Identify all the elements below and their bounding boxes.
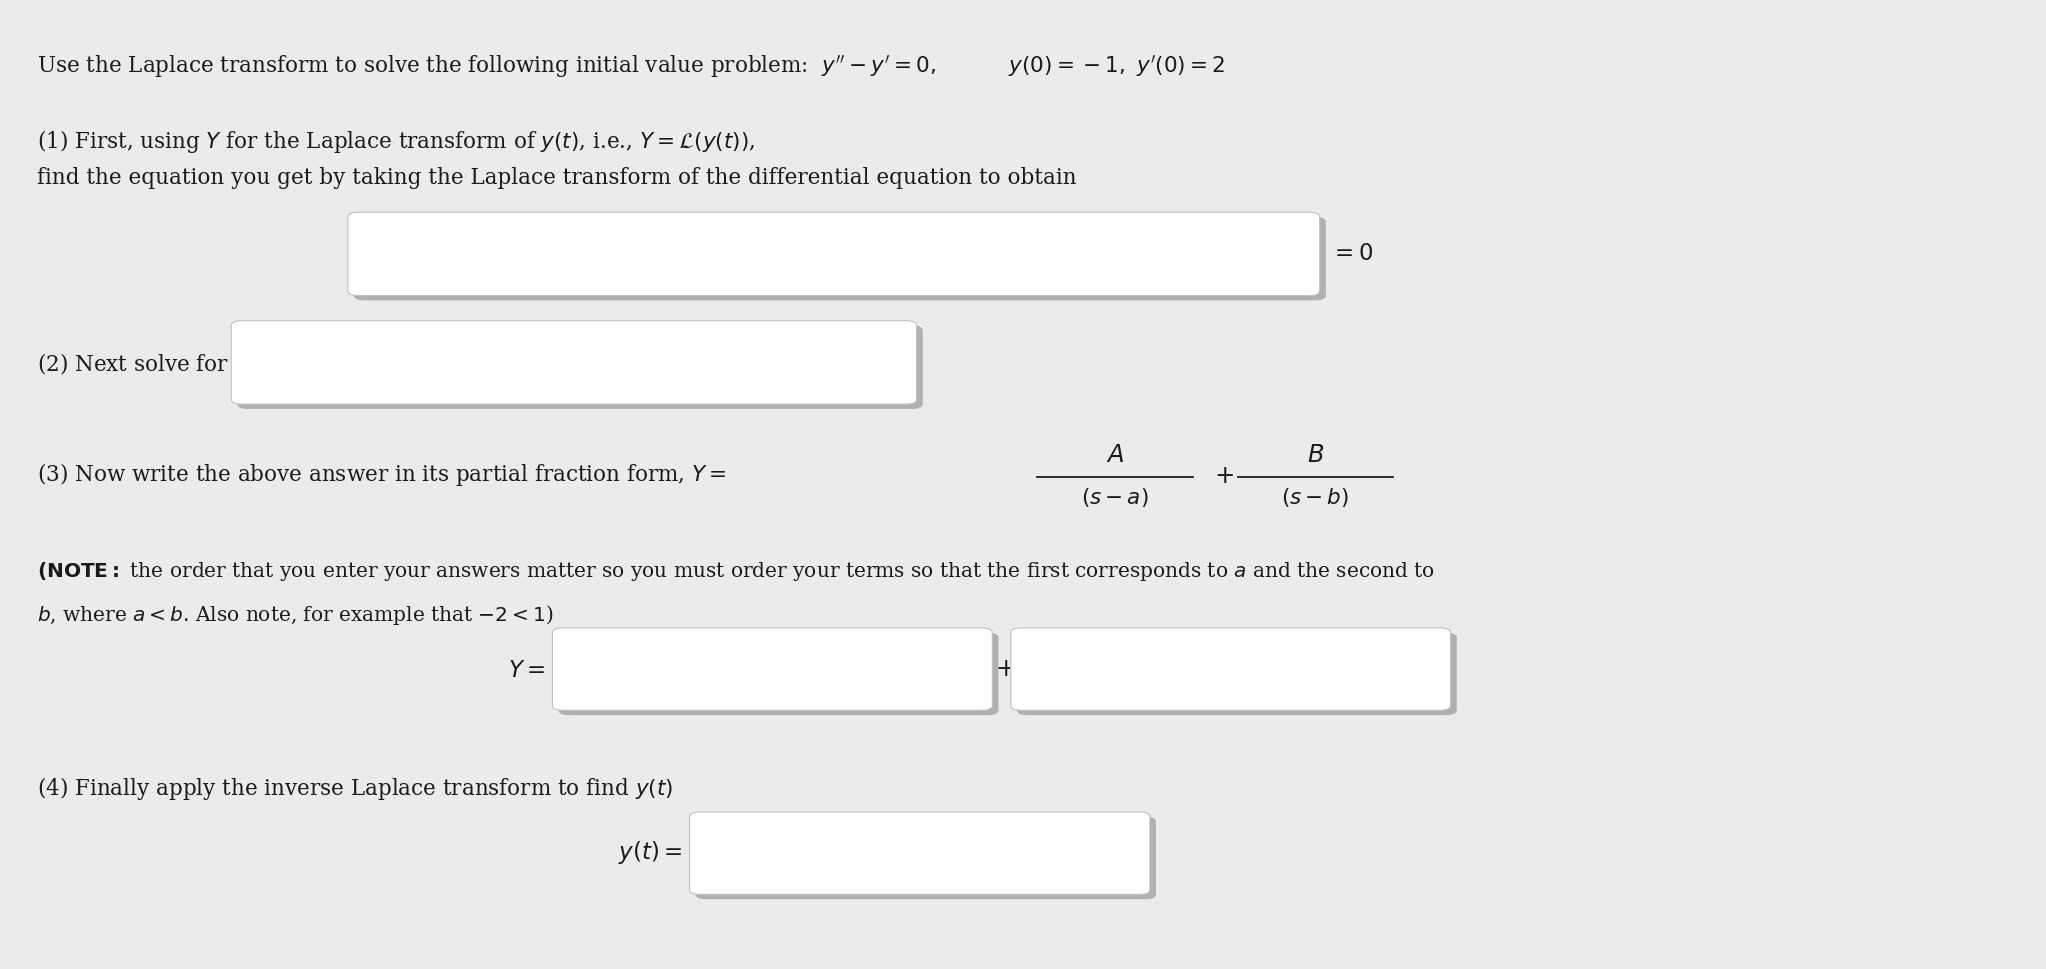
Text: $Y =$: $Y =$ <box>507 660 552 681</box>
Text: $(s-a)$: $(s-a)$ <box>1080 485 1150 509</box>
Text: $+$: $+$ <box>1213 465 1234 488</box>
Text: $= 0$: $= 0$ <box>1330 243 1373 265</box>
FancyBboxPatch shape <box>696 817 1156 899</box>
Text: $\mathbf{(NOTE:}$ the order that you enter your answers matter so you must order: $\mathbf{(NOTE:}$ the order that you ent… <box>37 560 1434 583</box>
Text: (3) Now write the above answer in its partial fraction form, $Y =$: (3) Now write the above answer in its pa… <box>37 461 732 488</box>
FancyBboxPatch shape <box>552 628 992 710</box>
Text: $A$: $A$ <box>1107 444 1123 467</box>
Text: $B$: $B$ <box>1307 444 1324 467</box>
FancyBboxPatch shape <box>690 812 1150 894</box>
Text: $+$: $+$ <box>994 658 1015 681</box>
Text: Use the Laplace transform to solve the following initial value problem:  $y'' - : Use the Laplace transform to solve the f… <box>37 53 1226 79</box>
FancyBboxPatch shape <box>1011 628 1451 710</box>
FancyBboxPatch shape <box>354 217 1326 300</box>
Text: $(s-b)$: $(s-b)$ <box>1281 485 1350 509</box>
Text: $b$, where $a < b$. Also note, for example that $-2 < 1$): $b$, where $a < b$. Also note, for examp… <box>37 603 552 627</box>
FancyBboxPatch shape <box>559 633 998 715</box>
Text: $y(t) =$: $y(t) =$ <box>618 839 690 866</box>
Text: find the equation you get by taking the Laplace transform of the differential eq: find the equation you get by taking the … <box>37 167 1076 189</box>
FancyBboxPatch shape <box>237 326 923 409</box>
FancyBboxPatch shape <box>348 212 1320 296</box>
FancyBboxPatch shape <box>1017 633 1457 715</box>
Text: (2) Next solve for $Y =$: (2) Next solve for $Y =$ <box>37 351 276 376</box>
Text: (1) First, using $Y$ for the Laplace transform of $y(t)$, i.e., $Y = \mathcal{L}: (1) First, using $Y$ for the Laplace tra… <box>37 128 755 155</box>
Text: (4) Finally apply the inverse Laplace transform to find $y(t)$: (4) Finally apply the inverse Laplace tr… <box>37 775 673 802</box>
FancyBboxPatch shape <box>231 321 917 404</box>
